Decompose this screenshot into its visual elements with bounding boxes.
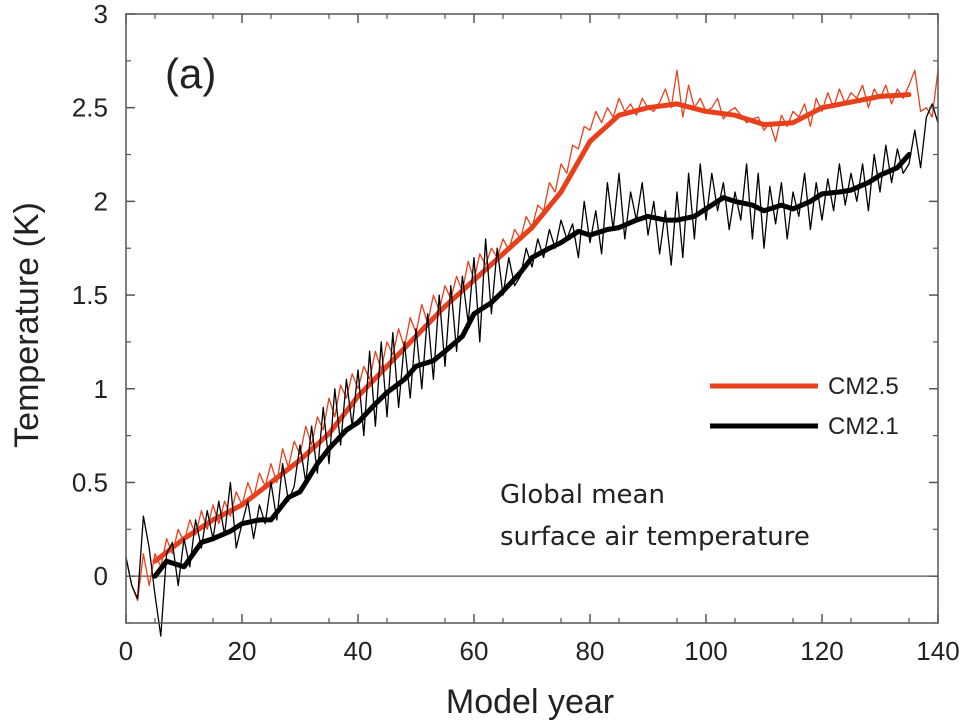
annotation-line-1: Global mean [500,480,665,510]
legend: CM2.5 CM2.1 [710,373,899,440]
legend-label-cm21: CM2.1 [828,413,899,440]
axes-layer: 0 20 40 60 80 100 120 140 0 0.5 1 1.5 2 2.5 3 [72,0,960,666]
y-axis-title: Temperature (K) [8,202,46,448]
x-tick-label: 40 [344,636,373,666]
y-tick-label: 3 [94,0,108,29]
legend-label-cm25: CM2.5 [828,373,899,400]
series-line-cm25-smoothed [152,92,912,564]
y-tick-label: 0.5 [72,467,108,497]
panel-label: (a) [165,50,216,97]
x-axis-title: Model year [446,683,614,721]
x-tick-label: 140 [916,636,959,666]
plot-frame [125,13,939,624]
x-tick-label: 100 [684,636,727,666]
y-tick-label: 2.5 [72,93,108,123]
x-tick-label: 60 [460,636,489,666]
y-tick-label: 1.5 [72,280,108,310]
y-tick-label: 1 [94,374,108,404]
series-line-cm21-annual [125,103,939,637]
series-layer [125,69,939,637]
x-tick-label: 120 [800,636,843,666]
y-tick-label: 2 [94,186,108,216]
annotation-line-2: surface air temperature [500,522,810,552]
x-tick-label: 0 [119,636,133,666]
series-line-cm21-smoothed [152,152,912,579]
x-tick-label: 20 [228,636,257,666]
annotation: Global mean surface air temperature [500,480,810,552]
x-tick-label: 80 [576,636,605,666]
y-tick-label: 0 [94,561,108,591]
